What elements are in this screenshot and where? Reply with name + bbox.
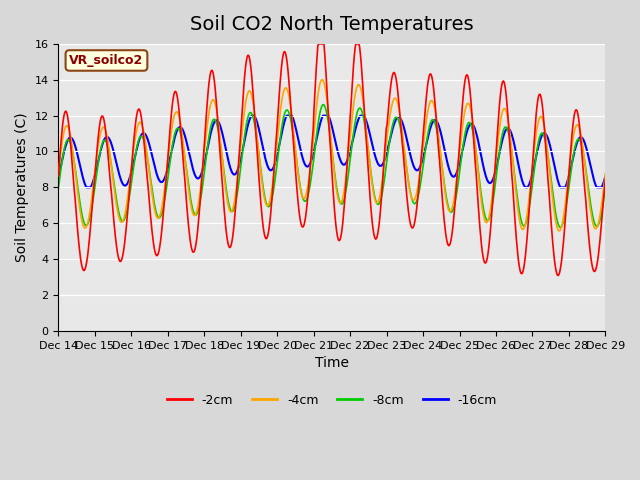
Text: VR_soilco2: VR_soilco2 bbox=[69, 54, 143, 67]
X-axis label: Time: Time bbox=[315, 356, 349, 370]
Y-axis label: Soil Temperatures (C): Soil Temperatures (C) bbox=[15, 112, 29, 262]
Title: Soil CO2 North Temperatures: Soil CO2 North Temperatures bbox=[190, 15, 474, 34]
Legend: -2cm, -4cm, -8cm, -16cm: -2cm, -4cm, -8cm, -16cm bbox=[162, 389, 502, 412]
